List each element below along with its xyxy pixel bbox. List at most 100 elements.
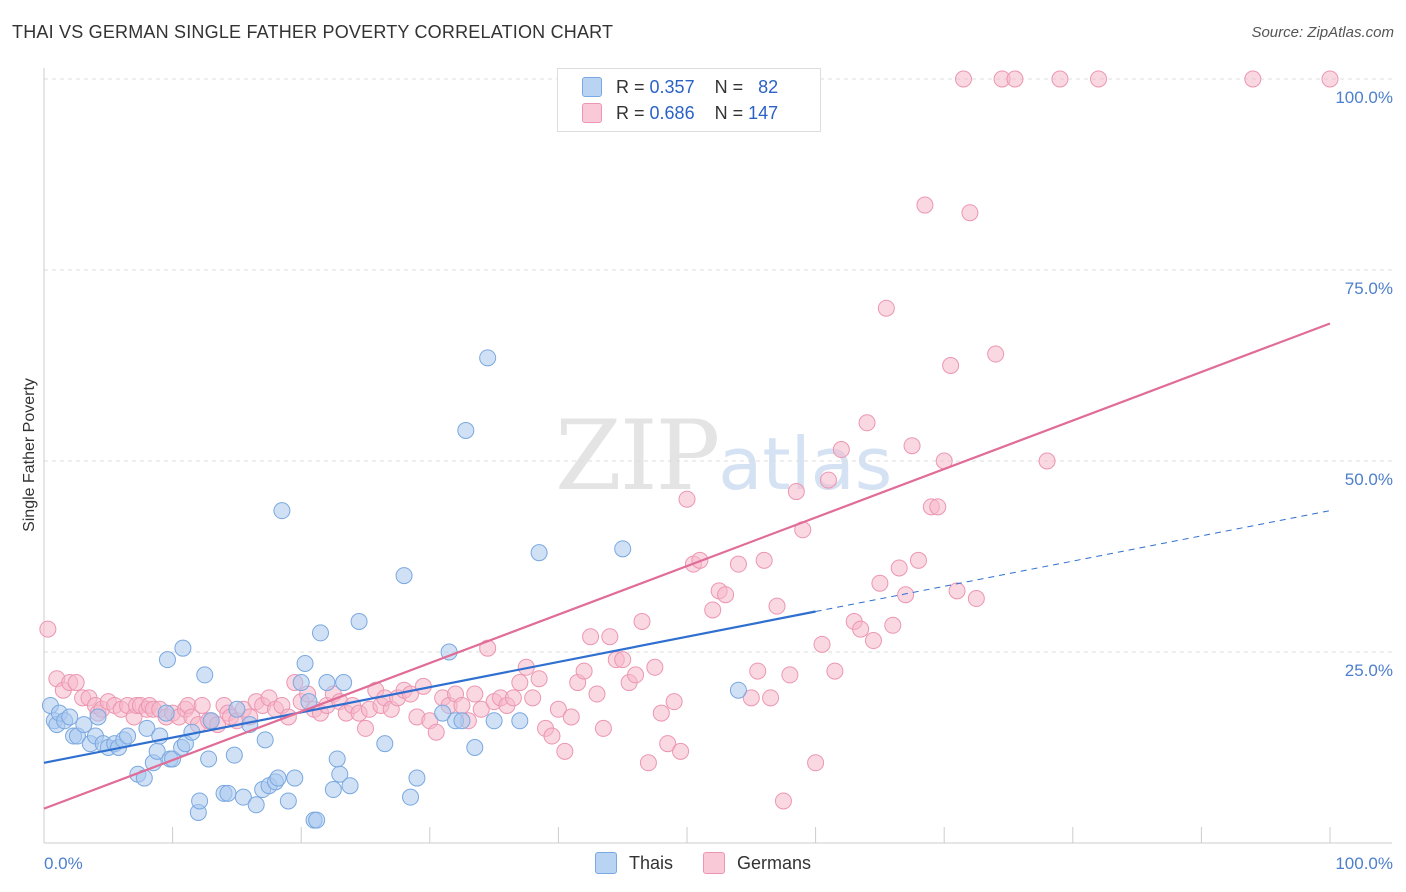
thais-point	[729, 681, 747, 699]
thais-point	[225, 746, 243, 764]
thais-point	[408, 769, 426, 787]
legend-row-germans: R = 0.686 N = 147	[582, 101, 778, 125]
germans-point	[916, 196, 934, 214]
thais-point	[200, 750, 218, 768]
thais-point	[273, 502, 291, 520]
thais-point	[479, 349, 497, 367]
germans-point	[39, 620, 57, 638]
germans-point	[1038, 452, 1056, 470]
bottom-legend-germans: Germans	[702, 852, 812, 874]
bottom-legend-swatch-thais	[594, 852, 617, 874]
germans-point	[601, 628, 619, 646]
thais-point	[308, 811, 326, 829]
thais-point	[453, 712, 471, 730]
bottom-legend-swatch-germans	[702, 852, 725, 874]
thais-point	[402, 788, 420, 806]
germans-point	[1090, 70, 1108, 88]
bottom-legend-label-thais: Thais	[628, 852, 673, 873]
thais-trend-line	[43, 610, 816, 764]
thais-point	[89, 708, 107, 726]
thais-point	[247, 796, 265, 814]
thais-point	[228, 700, 246, 718]
germans-point	[929, 498, 947, 516]
germans-point	[193, 696, 211, 714]
germans-point	[427, 723, 445, 741]
germans-point	[511, 674, 529, 692]
germans-point	[832, 441, 850, 459]
germans-point	[665, 693, 683, 711]
germans-point	[678, 490, 696, 508]
thais-point	[434, 704, 452, 722]
germans-point	[524, 689, 542, 707]
germans-point	[67, 674, 85, 692]
germans-point	[787, 483, 805, 501]
thais-point	[158, 651, 176, 669]
thais-point	[511, 712, 529, 730]
legend-n-label: N =	[714, 102, 744, 123]
legend-r-value: 0.686	[649, 102, 695, 123]
axes	[43, 68, 1392, 844]
germans-point	[639, 754, 657, 772]
thais-point	[286, 769, 304, 787]
germans-point	[948, 582, 966, 600]
thais-point	[157, 704, 175, 722]
germans-point	[357, 719, 374, 737]
watermark-atlas: atlas	[718, 422, 893, 506]
x-tick-label: 100.0%	[1335, 854, 1393, 873]
thais-point	[292, 674, 310, 692]
germans-point	[954, 70, 972, 88]
germans-point	[1051, 70, 1069, 88]
thais-point	[191, 792, 209, 810]
trend-lines	[43, 322, 1331, 810]
germans-point	[453, 696, 471, 714]
germans-point	[774, 792, 792, 810]
thais-point	[376, 735, 394, 753]
germans-point	[1321, 70, 1339, 88]
thais-point	[202, 712, 220, 730]
germans-point	[819, 471, 837, 489]
germans-point	[755, 551, 773, 569]
germans-point	[813, 635, 831, 653]
thais-point	[311, 624, 329, 642]
germans-point	[472, 700, 490, 718]
thais-points	[41, 349, 747, 829]
thais-trend-extension	[815, 510, 1331, 612]
thais-point	[75, 716, 93, 734]
y-tick-label: 50.0%	[1345, 470, 1393, 489]
germans-point	[884, 616, 902, 634]
bottom-legend-thais: Thais	[594, 852, 673, 874]
germans-point	[717, 586, 735, 604]
germans-point	[672, 742, 690, 760]
thais-point	[614, 540, 632, 558]
germans-point	[858, 414, 876, 432]
germans-point	[543, 727, 561, 745]
germans-point	[614, 651, 632, 669]
thais-point	[328, 750, 346, 768]
thais-point	[466, 739, 484, 756]
thais-point	[219, 784, 237, 802]
germans-point	[588, 685, 606, 703]
germans-point	[652, 704, 670, 722]
germans-point	[556, 742, 574, 760]
legend: R = 0.357 N = 82 R = 0.686 N = 147	[557, 68, 821, 132]
bottom-legend: Thais Germans	[0, 852, 1406, 874]
germans-point	[890, 559, 908, 577]
legend-r-value: 0.357	[649, 76, 695, 97]
germans-point	[1244, 70, 1262, 88]
germans-point	[646, 658, 664, 676]
thais-point	[331, 765, 349, 783]
y-tick-label: 100.0%	[1335, 88, 1393, 107]
legend-r-label: R =	[616, 102, 645, 123]
germans-point	[659, 735, 677, 753]
x-tick-label: 0.0%	[44, 854, 83, 873]
thais-point	[318, 674, 336, 692]
bottom-legend-label-germans: Germans	[736, 852, 812, 873]
grid-lines	[44, 78, 1392, 653]
legend-n-value: 147	[748, 102, 779, 123]
thais-point	[269, 769, 287, 787]
thais-point	[138, 719, 156, 737]
germans-point	[749, 662, 767, 680]
thais-point	[296, 654, 314, 672]
legend-swatch-germans	[582, 103, 602, 123]
